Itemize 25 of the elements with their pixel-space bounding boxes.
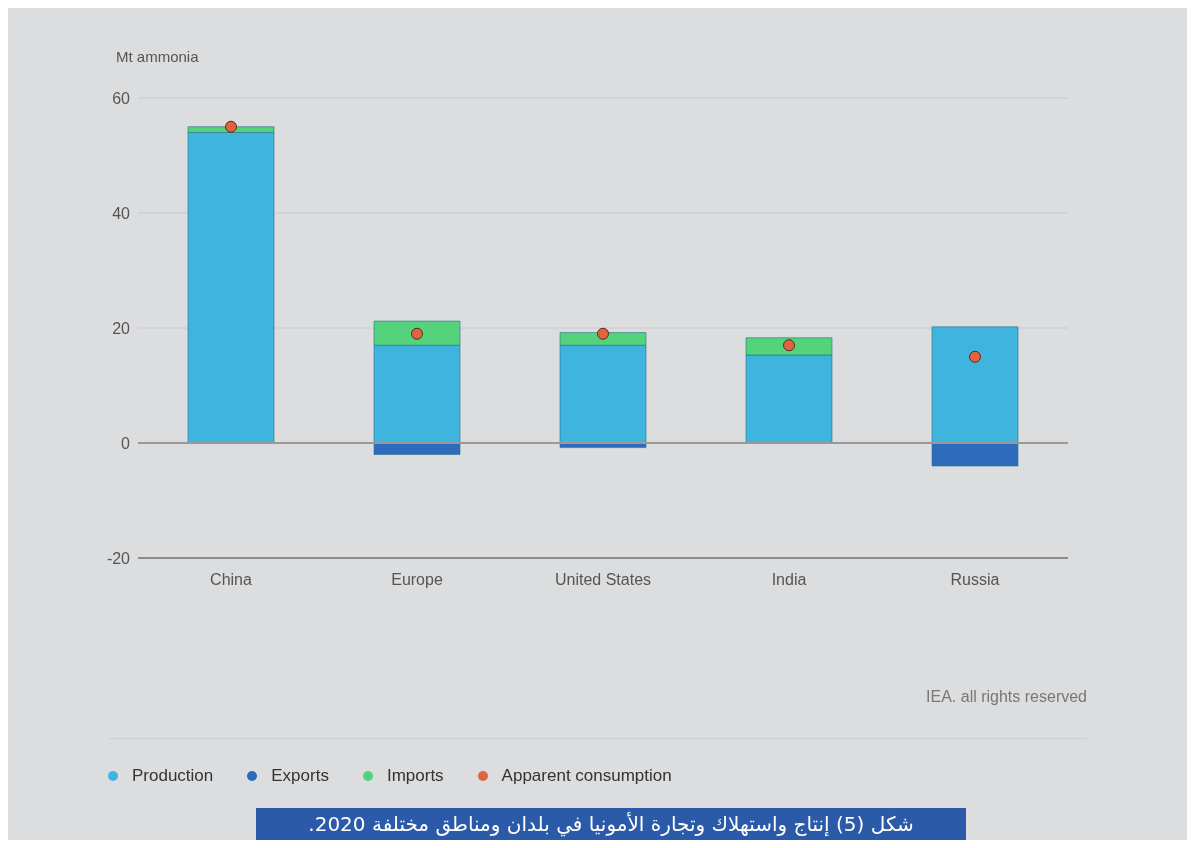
x-tick-label: Europe: [391, 571, 443, 589]
point: [411, 327, 423, 340]
text: IEA. all rights reserved: [926, 688, 1087, 706]
y-tick-label: 40: [112, 204, 131, 222]
point: [969, 350, 981, 363]
legend-label: Production: [132, 766, 214, 786]
y-tick-label: 20: [112, 319, 131, 337]
y-tick-label: 0: [121, 434, 131, 452]
y-axis-title: Mt ammonia: [116, 48, 199, 65]
point: [783, 339, 795, 352]
legend-label: Exports: [271, 766, 329, 786]
legend-label: Apparent consumption: [501, 766, 672, 786]
legend-label: Imports: [386, 766, 444, 786]
y-tick-label: -20: [106, 549, 131, 567]
point: [597, 327, 609, 340]
point: [225, 120, 237, 133]
x-tick-label: Russia: [950, 571, 1000, 589]
x-tick-label: China: [210, 571, 252, 589]
x-tick-label: India: [771, 571, 807, 589]
bar: [373, 442, 461, 455]
x-tick-label: United States: [554, 571, 652, 589]
y-tick-label: 60: [112, 89, 131, 107]
text: شكل (5) إنتاج واستهلاك وتجارة الأمونيا في بلدان ومناطق مختلفة 2020.: [256, 808, 966, 840]
bar: [931, 326, 1019, 444]
bar: [931, 442, 1019, 467]
